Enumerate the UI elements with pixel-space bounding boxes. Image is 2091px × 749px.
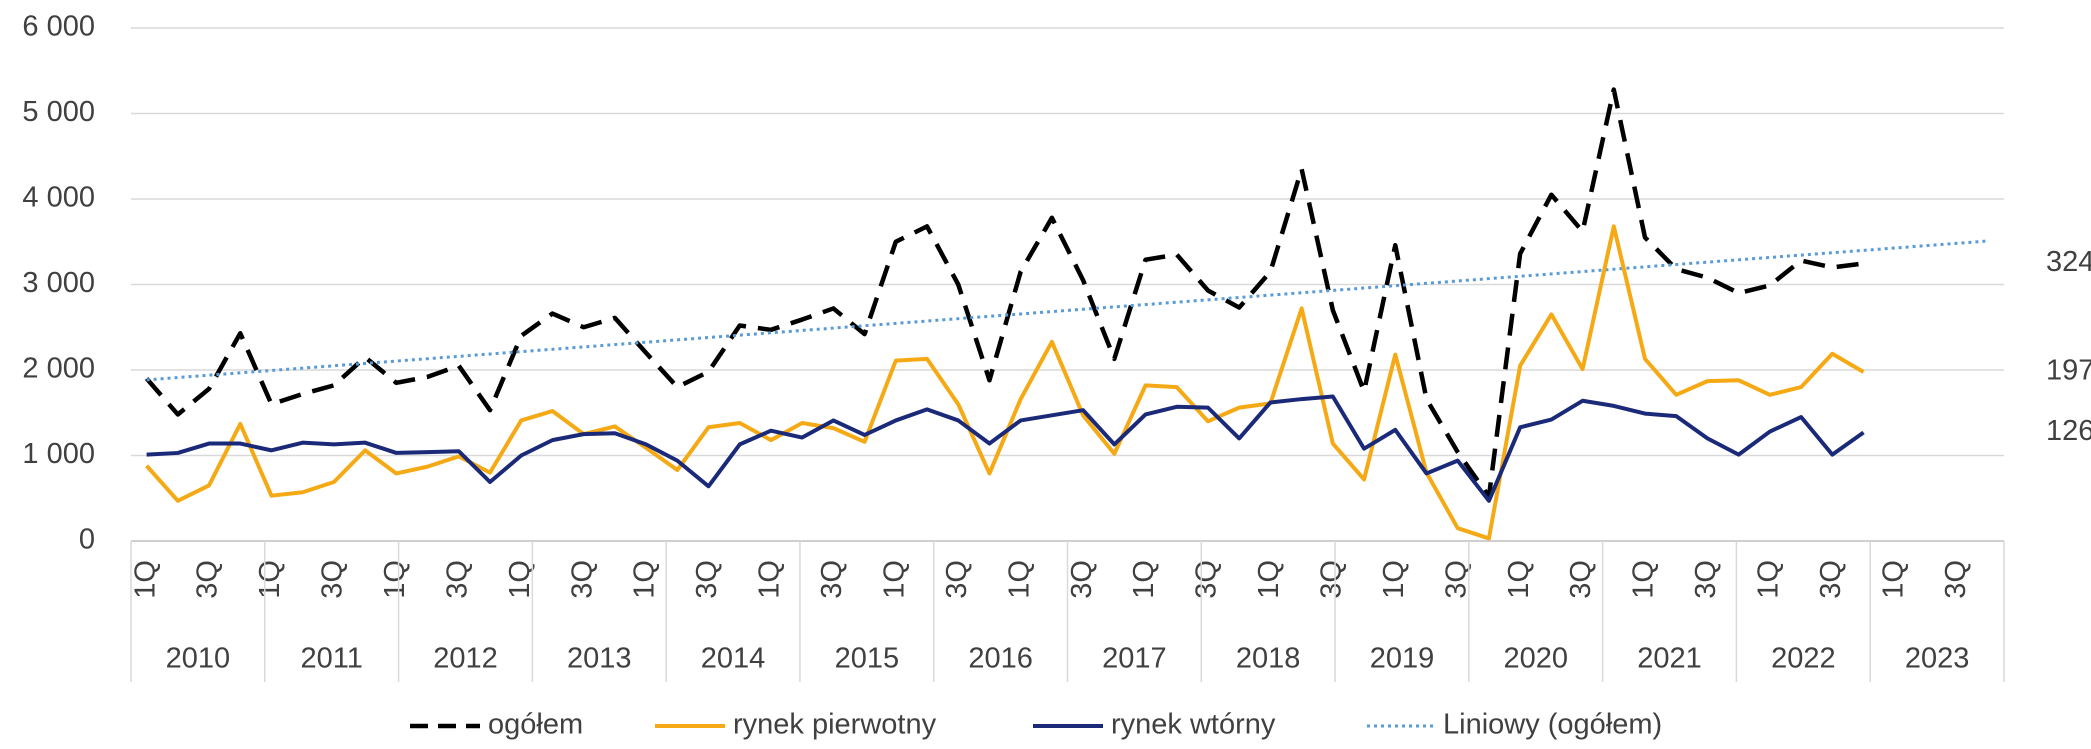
y-tick-label: 4 000: [22, 182, 95, 214]
x-tick-label: 3Q: [941, 560, 973, 599]
x-tick-label: 3Q: [691, 560, 723, 599]
year-label: 2023: [1905, 643, 1970, 675]
year-label: 2019: [1370, 643, 1435, 675]
legend-label: Liniowy (ogółem): [1443, 709, 1662, 741]
year-label: 2017: [1102, 643, 1167, 675]
x-tick-label: 1Q: [129, 560, 161, 599]
year-label: 2010: [166, 643, 231, 675]
y-tick-label: 3 000: [22, 267, 95, 299]
trend-line: [146, 239, 1989, 382]
x-tick-label: 1Q: [1628, 560, 1660, 599]
x-tick-label: 1Q: [254, 560, 286, 599]
year-label: 2022: [1771, 643, 1836, 675]
y-tick-label: 0: [79, 524, 95, 556]
x-tick-label: 1Q: [1753, 560, 1785, 599]
year-label: 2013: [567, 643, 632, 675]
legend-label: rynek wtórny: [1111, 709, 1276, 741]
x-tick-label: 1Q: [1003, 560, 1035, 599]
x-tick-label: 1Q: [379, 560, 411, 599]
x-tick-label: 3Q: [441, 560, 473, 599]
series-line: [145, 224, 1865, 541]
year-label: 2018: [1236, 643, 1301, 675]
year-label: 2012: [433, 643, 498, 675]
year-label: 2011: [300, 643, 362, 675]
year-label: 2020: [1503, 643, 1568, 675]
x-tick-label: 3Q: [1690, 560, 1722, 599]
year-label: 2021: [1637, 643, 1702, 675]
x-tick-label: 1Q: [1503, 560, 1535, 599]
series-line: [144, 87, 1864, 499]
x-tick-label: 3Q: [192, 560, 224, 599]
x-tick-label: 3Q: [1940, 560, 1972, 599]
x-tick-label: 3Q: [566, 560, 598, 599]
series-line: [146, 394, 1865, 503]
x-tick-label: 1Q: [878, 560, 910, 599]
year-label: 2015: [835, 643, 900, 675]
data-label: 1269: [2046, 415, 2091, 447]
year-label: 2014: [701, 643, 766, 675]
x-tick-label: 3Q: [1315, 560, 1347, 599]
x-tick-label: 1Q: [1128, 560, 1160, 599]
x-tick-label: 1Q: [1378, 560, 1410, 599]
x-tick-label: 1Q: [1877, 560, 1909, 599]
y-tick-label: 2 000: [22, 353, 95, 385]
legend-label: ogółem: [488, 709, 583, 741]
y-tick-label: 6 000: [22, 11, 95, 43]
legend-label: rynek pierwotny: [733, 709, 937, 741]
x-tick-label: 3Q: [1815, 560, 1847, 599]
x-tick-label: 1Q: [629, 560, 661, 599]
y-tick-label: 1 000: [22, 438, 95, 470]
x-tick-label: 1Q: [754, 560, 786, 599]
x-tick-label: 1Q: [504, 560, 536, 599]
data-label: 3246: [2046, 246, 2091, 278]
x-tick-label: 3Q: [317, 560, 349, 599]
x-tick-label: 3Q: [1191, 560, 1223, 599]
x-tick-label: 3Q: [816, 560, 848, 599]
x-tick-label: 3Q: [1066, 560, 1098, 599]
y-tick-label: 5 000: [22, 96, 95, 128]
x-tick-label: 1Q: [1253, 560, 1285, 599]
x-tick-label: 3Q: [1440, 560, 1472, 599]
data-label: 1977: [2046, 355, 2091, 387]
x-tick-label: 3Q: [1565, 560, 1597, 599]
year-label: 2016: [968, 643, 1033, 675]
